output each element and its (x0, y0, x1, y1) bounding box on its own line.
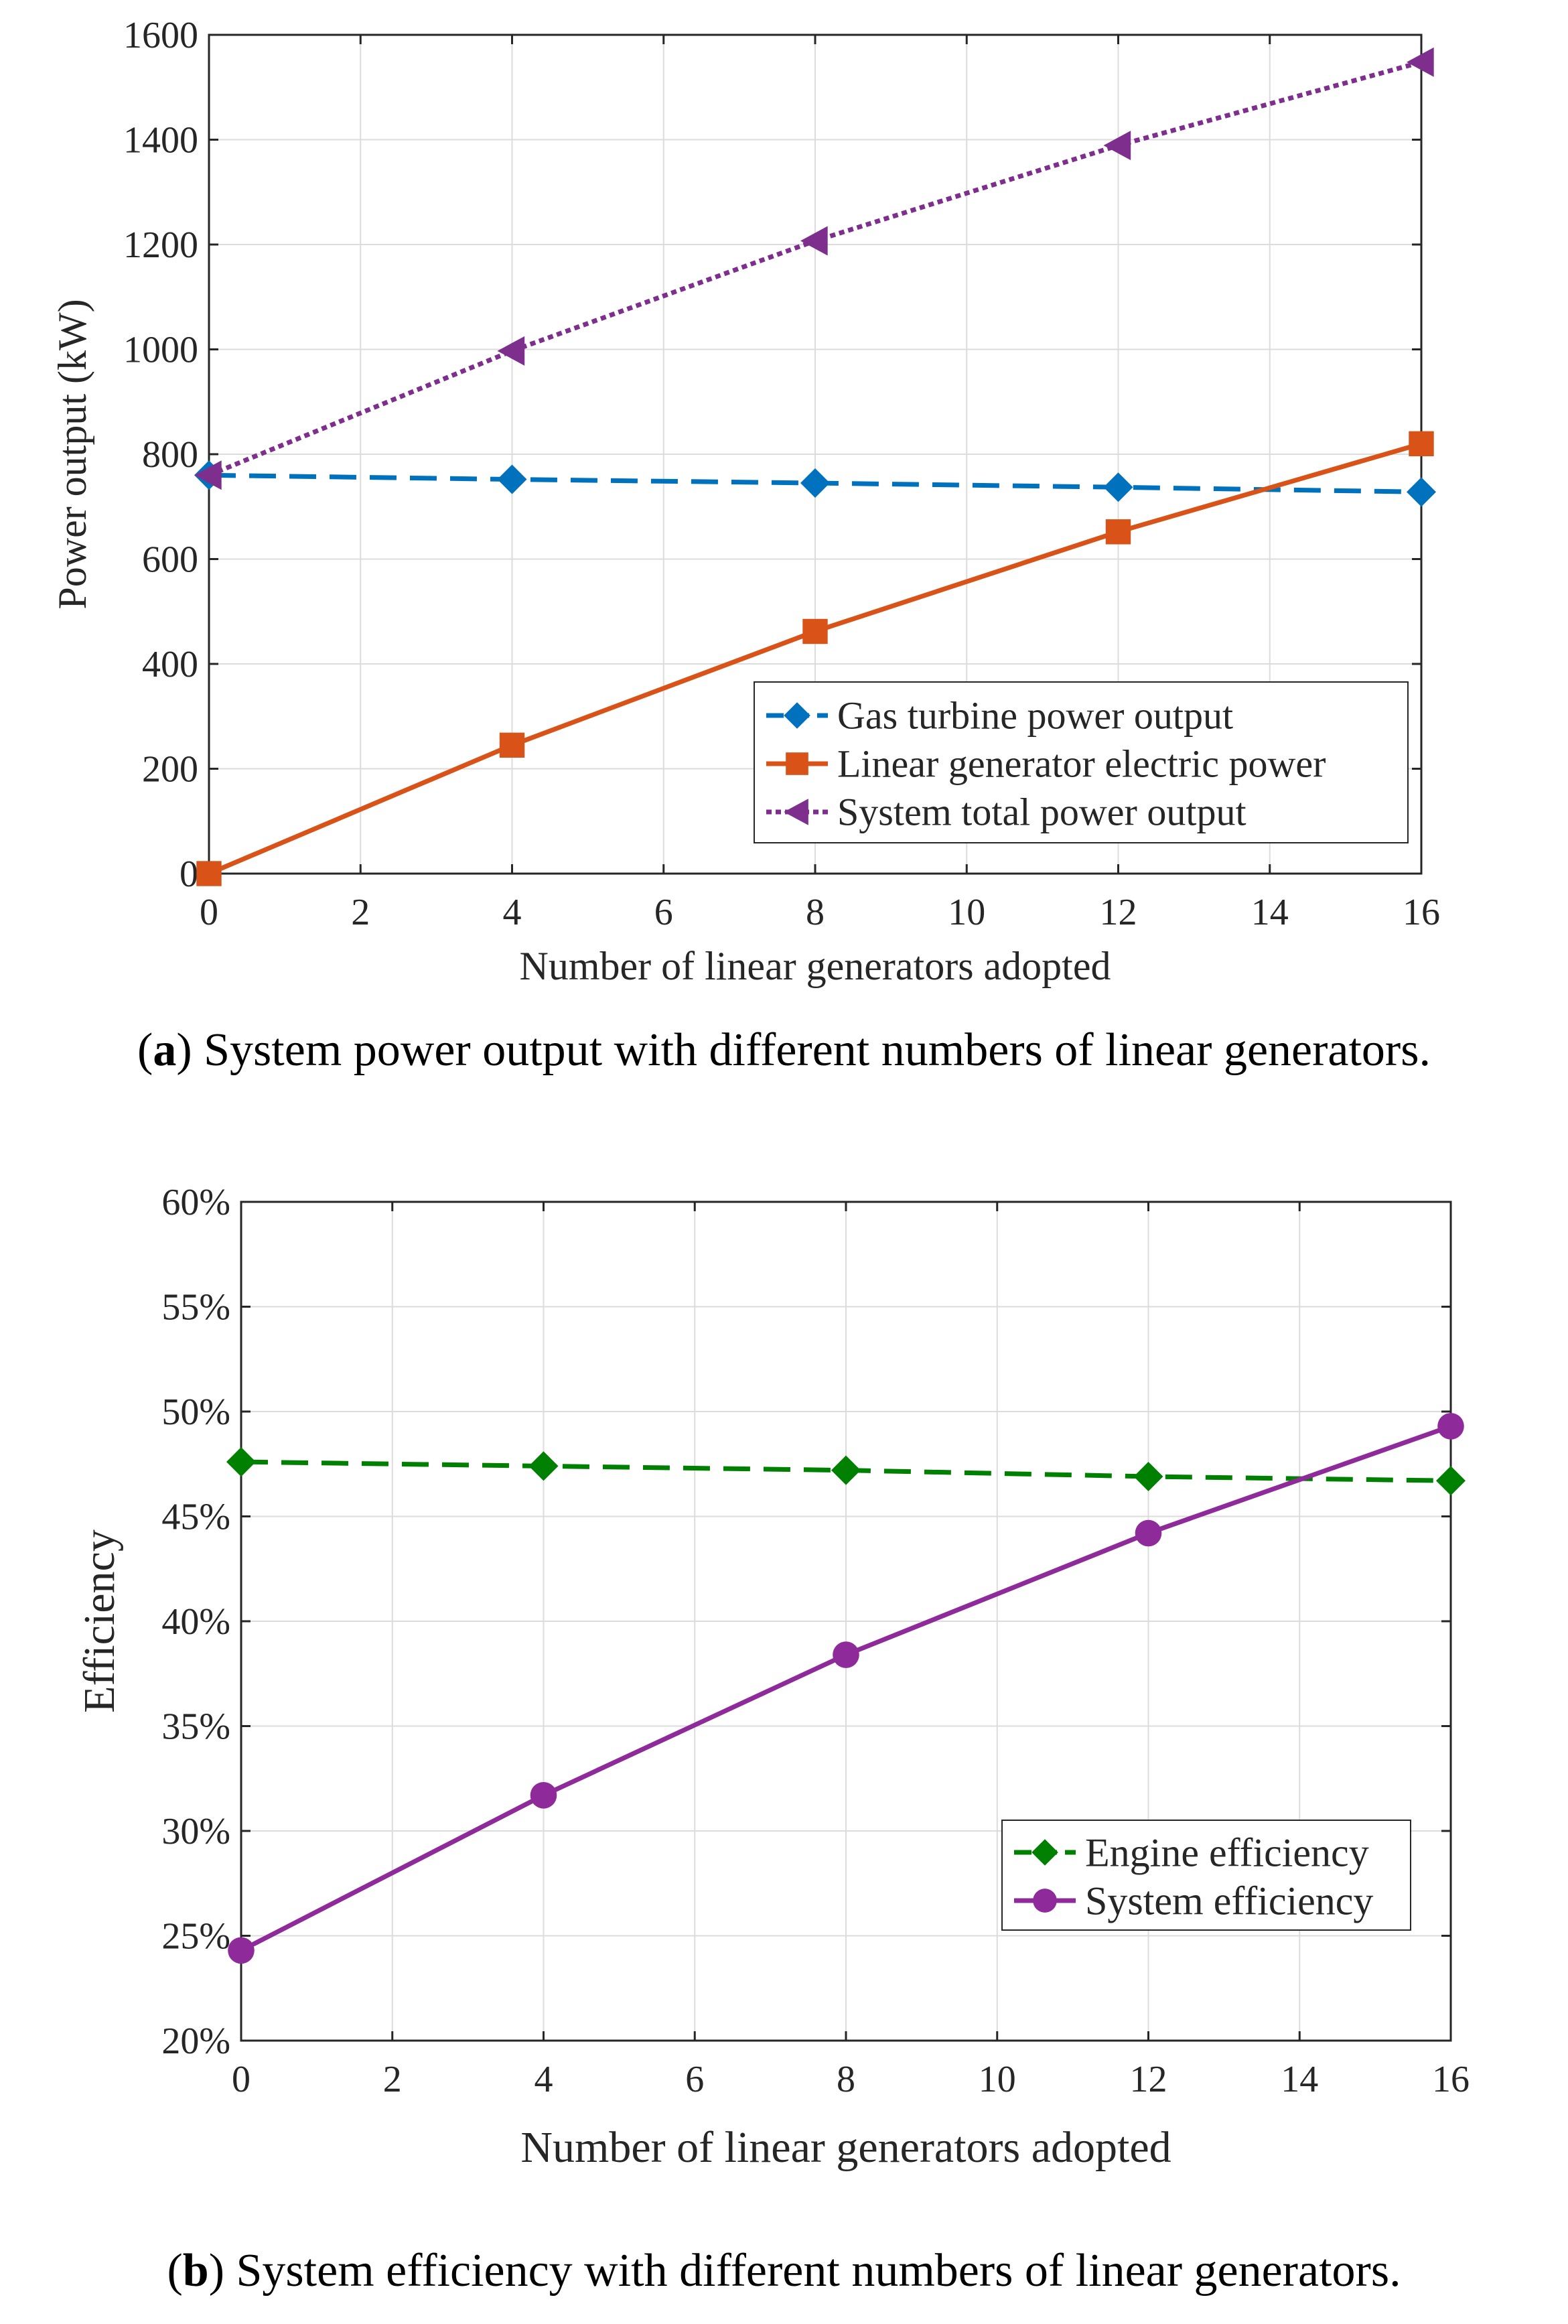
x-tick-label: 2 (351, 892, 370, 933)
y-tick-label: 800 (142, 434, 198, 476)
data-point-s0-3 (1133, 1462, 1163, 1492)
x-axis-label: Number of linear generators adopted (520, 944, 1111, 988)
data-point-s0-1 (497, 464, 527, 494)
data-point-s0-3 (1103, 472, 1133, 502)
x-tick-label: 2 (383, 2059, 402, 2100)
x-tick-label: 6 (685, 2059, 704, 2100)
x-axis-label: Number of linear generators adopted (520, 2123, 1171, 2172)
x-tick-label: 12 (1130, 2059, 1167, 2100)
x-tick-label: 16 (1403, 892, 1440, 933)
data-point-s1-3 (1135, 1519, 1162, 1547)
x-tick-label: 10 (979, 2059, 1016, 2100)
data-point-s2-0 (194, 460, 222, 490)
x-tick-label: 14 (1281, 2059, 1318, 2100)
y-tick-label: 60% (161, 1182, 230, 1223)
y-tick-label: 1200 (123, 224, 198, 266)
data-point-s0-4 (1436, 1466, 1466, 1496)
data-point-s2-3 (1103, 131, 1131, 161)
y-tick-label: 55% (161, 1287, 230, 1328)
figure-a: 0 2 4 6 8 10 12 14 16 0 200 400 600 800 1000 1200 1400 16… (0, 0, 1568, 1045)
y-tick-label: 40% (161, 1601, 230, 1643)
y-tick-label: 1400 (123, 120, 198, 161)
caption-b-label: b (182, 2245, 209, 2297)
data-point-s1-0 (228, 1937, 255, 1964)
y-tick-label: 0 (180, 853, 198, 895)
x-tick-label: 6 (654, 892, 673, 933)
x-tick-label: 12 (1100, 892, 1137, 933)
data-point-s0-2 (800, 468, 830, 498)
data-point-s1-1 (499, 732, 525, 758)
legend-marker-1 (786, 752, 808, 775)
legend-marker-2 (784, 799, 808, 825)
x-tick-label: 16 (1432, 2059, 1470, 2100)
legend-entry-2: System total power output (837, 791, 1246, 834)
legend-marker-1 (1033, 1889, 1057, 1913)
data-point-s1-2 (802, 618, 828, 644)
y-tick-label: 1600 (123, 15, 198, 56)
y-tick-label: 600 (142, 539, 198, 581)
data-point-s1-0 (196, 861, 222, 886)
y-tick-label: 200 (142, 749, 198, 791)
caption-a-label: a (153, 1024, 177, 1076)
x-tick-label: 10 (948, 892, 985, 933)
legend-marker-0 (1031, 1839, 1058, 1866)
y-tick-label: 1000 (123, 330, 198, 371)
caption-a: (a) System power output with different n… (137, 1024, 1431, 1076)
chart-power-output: 0 2 4 6 8 10 12 14 16 0 200 400 600 800 1000 1200 1400 16… (50, 15, 1440, 988)
legend-box (1001, 1820, 1411, 1931)
data-point-s1-1 (530, 1781, 557, 1809)
y-tick-label: 25% (161, 1916, 230, 1958)
legend-entry-0: Engine efficiency (1085, 1830, 1369, 1874)
legend-marker-0 (784, 702, 810, 729)
data-point-s0-2 (831, 1455, 861, 1485)
data-point-s2-4 (1407, 47, 1434, 77)
y-tick-label: 35% (161, 1706, 230, 1748)
x-tick-label: 14 (1251, 892, 1289, 933)
legend-entry-0: Gas turbine power output (837, 694, 1233, 738)
data-point-s0-1 (528, 1451, 559, 1481)
y-tick-label: 30% (161, 1811, 230, 1852)
data-point-s1-4 (1409, 431, 1434, 457)
data-point-s2-1 (497, 336, 525, 366)
data-point-s0-0 (226, 1447, 256, 1477)
y-tick-label: 45% (161, 1497, 230, 1538)
x-tick-label: 0 (200, 892, 218, 933)
x-tick-label: 8 (806, 892, 825, 933)
figure-b: 0 2 4 6 8 10 12 14 16 20% 25% 30% 35% 40% 45% 50% 55% 60%… (0, 1045, 1568, 2324)
chart-efficiency: 0 2 4 6 8 10 12 14 16 20% 25% 30% 35% 40% 45% 50% 55% 60%… (75, 1182, 1470, 2172)
legend-entry-1: Linear generator electric power (837, 742, 1326, 786)
y-axis-label: Power output (kW) (50, 299, 94, 609)
plot-frame (240, 1201, 1452, 2042)
y-tick-label: 400 (142, 644, 198, 685)
data-point-s1-4 (1437, 1413, 1464, 1440)
y-tick-label: 50% (161, 1391, 230, 1433)
legend-box (754, 681, 1409, 843)
data-point-s1-2 (833, 1641, 859, 1668)
y-tick-label: 20% (161, 2021, 230, 2062)
x-tick-label: 8 (837, 2059, 855, 2100)
x-tick-label: 4 (534, 2059, 553, 2100)
caption-b: (b) System efficiency with different num… (167, 2245, 1401, 2297)
y-axis-label: Efficiency (75, 1529, 124, 1713)
caption-a-text: System power output with different numbe… (204, 1024, 1431, 1076)
data-point-s1-3 (1105, 519, 1131, 545)
legend-entry-1: System efficiency (1085, 1878, 1373, 1923)
x-tick-label: 4 (503, 892, 522, 933)
x-tick-label: 0 (232, 2059, 251, 2100)
data-point-s2-2 (800, 226, 828, 256)
data-point-s0-4 (1407, 477, 1436, 507)
caption-b-text: System efficiency with different numbers… (236, 2245, 1401, 2297)
